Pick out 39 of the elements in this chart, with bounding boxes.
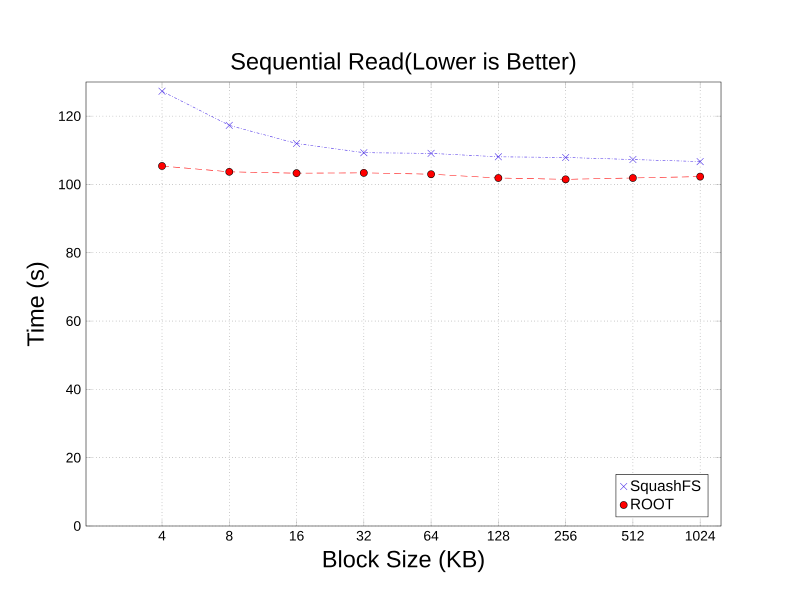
point xyxy=(629,174,637,182)
point xyxy=(696,172,704,180)
point xyxy=(360,148,368,156)
y-tick-label: 120 xyxy=(59,111,81,122)
point xyxy=(226,122,233,130)
point xyxy=(360,168,368,177)
legend-label: SquashFS xyxy=(630,480,700,494)
legend-label: ROOT xyxy=(631,498,674,510)
x-axis-title: Block Size (KB) xyxy=(324,550,484,572)
x-tick-label: 128 xyxy=(488,530,510,541)
point xyxy=(562,154,570,162)
y-tick-label: 40 xyxy=(66,384,81,394)
point xyxy=(629,156,637,164)
point xyxy=(696,158,704,166)
y-tick-label: 100 xyxy=(59,180,81,190)
y-tick-label: 60 xyxy=(66,316,81,326)
x-tick-label: 64 xyxy=(424,530,438,541)
y-axis-title: Time (s) xyxy=(26,262,49,346)
y-tick-label: 0 xyxy=(74,521,81,531)
x-tick-label: 32 xyxy=(356,530,371,541)
point xyxy=(494,153,502,160)
x-tick-label: 16 xyxy=(290,530,304,541)
x-tick-label: 8 xyxy=(226,530,233,541)
point xyxy=(427,150,435,158)
x-tick-label: 512 xyxy=(622,530,644,541)
point xyxy=(427,170,435,178)
x-tick-label: 4 xyxy=(158,530,166,540)
point xyxy=(562,175,570,184)
point xyxy=(292,140,300,148)
point xyxy=(225,168,234,176)
point xyxy=(494,174,502,182)
y-tick-label: 80 xyxy=(66,248,81,258)
point xyxy=(158,88,166,95)
chart-title: Sequential Read(Lower is Better) xyxy=(231,52,576,74)
point xyxy=(292,169,300,178)
point xyxy=(158,162,166,170)
y-tick-label: 20 xyxy=(66,452,81,463)
x-tick-label: 1024 xyxy=(686,530,716,541)
x-tick-label: 256 xyxy=(554,530,577,541)
